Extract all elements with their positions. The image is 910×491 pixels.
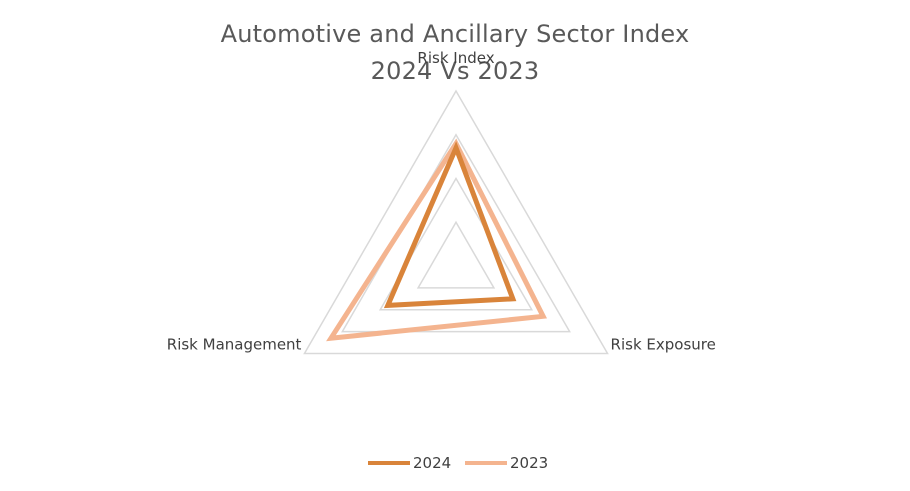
series-2023 <box>326 138 548 342</box>
series-2024 <box>383 141 517 309</box>
chart-title: Automotive and Ancillary Sector Index <box>220 20 690 48</box>
legend: 2024 2023 <box>368 454 548 472</box>
axis-label-risk-exposure: Risk Exposure <box>611 336 716 354</box>
gridline-ring <box>303 89 609 355</box>
legend-label-2024: 2024 <box>413 454 451 472</box>
radar-series <box>326 138 548 342</box>
radar-gridlines <box>303 89 609 355</box>
gridline-ring <box>416 220 496 289</box>
radar-axis-labels: Risk Index Risk Exposure Risk Management <box>167 49 716 354</box>
chart-subtitle: 2024 Vs 2023 <box>370 57 540 85</box>
legend-label-2023: 2023 <box>510 454 548 472</box>
axis-label-risk-management: Risk Management <box>167 336 302 354</box>
axis-label-risk-index: Risk Index <box>417 49 494 67</box>
